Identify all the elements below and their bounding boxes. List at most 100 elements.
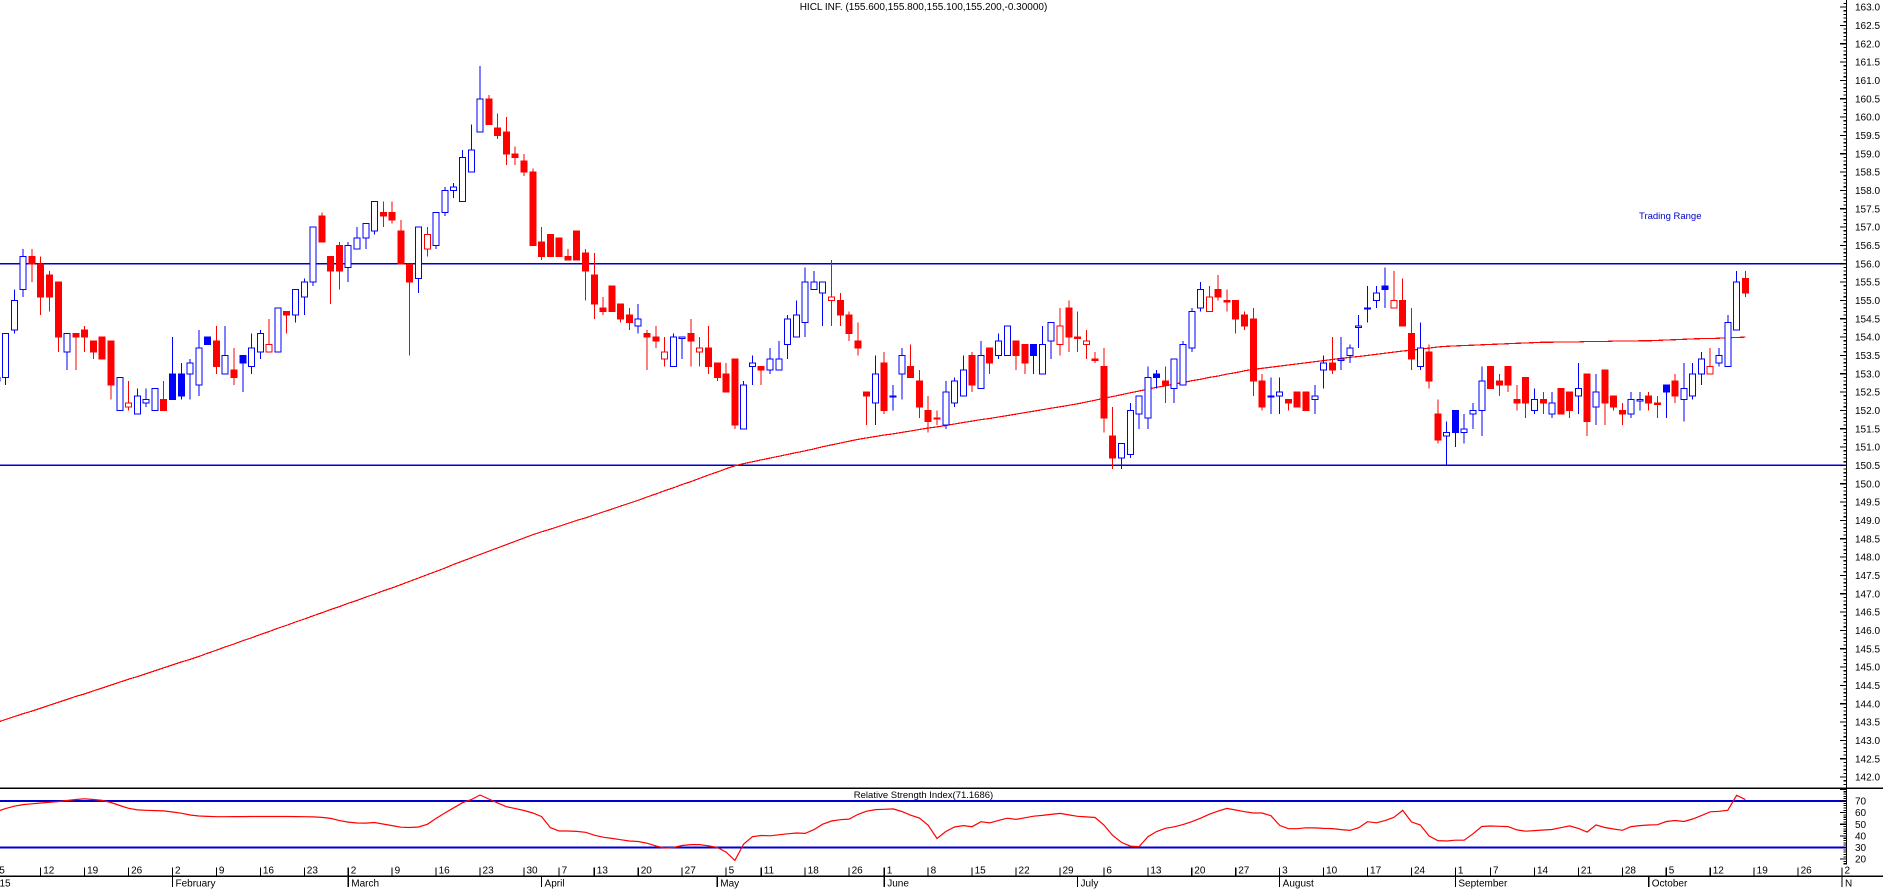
week-tick-label: 19 <box>87 866 99 877</box>
candle-body <box>415 226 423 279</box>
candle-body <box>1636 398 1644 402</box>
candle <box>1293 391 1301 408</box>
candle <box>415 226 423 294</box>
candle-body <box>1021 343 1029 364</box>
candle-body <box>485 98 493 125</box>
candle <box>1153 370 1161 389</box>
candle <box>458 150 466 202</box>
candle <box>1390 271 1398 309</box>
candle-body <box>274 307 282 353</box>
candle-body <box>371 200 379 232</box>
candle-body <box>1416 347 1424 367</box>
candle-body <box>1557 387 1565 415</box>
price-axis-label: 158.5 <box>1855 168 1880 179</box>
price-axis-label: 157.5 <box>1855 204 1880 215</box>
candle <box>1100 348 1108 433</box>
chart-title: HICL INF. (155.600,155.800,155.100,155.2… <box>799 2 1048 13</box>
candle <box>757 365 765 385</box>
candle-body <box>476 98 484 133</box>
candle <box>1539 392 1547 415</box>
candle-body <box>968 354 976 386</box>
price-axis-label: 149.0 <box>1855 516 1880 527</box>
candle <box>151 387 159 411</box>
candle-body <box>828 296 836 301</box>
candle <box>265 318 273 353</box>
candle-body <box>951 380 959 404</box>
candle <box>845 311 853 341</box>
price-axis-label: 148.5 <box>1855 534 1880 545</box>
candle-body <box>1249 318 1257 382</box>
week-tick-label: 23 <box>483 866 495 877</box>
candle-body <box>810 281 818 290</box>
candle-body <box>1030 343 1038 356</box>
candle <box>740 381 748 430</box>
candle <box>1557 387 1565 415</box>
price-pane[interactable] <box>0 0 1847 789</box>
week-tick-label: 5 <box>0 866 5 877</box>
candle <box>951 377 959 407</box>
candle-body <box>54 281 62 338</box>
candle <box>485 95 493 125</box>
candle-body <box>757 365 765 371</box>
candle-body <box>740 384 748 430</box>
candle <box>388 201 396 224</box>
candle <box>1443 421 1451 466</box>
candle <box>1258 373 1266 411</box>
candle-body <box>687 332 695 342</box>
candle <box>256 329 264 360</box>
candle-body <box>590 274 598 305</box>
candle <box>696 337 704 367</box>
candle-body <box>169 373 176 400</box>
candle-body <box>1074 336 1082 340</box>
week-tick-label: 28 <box>1625 866 1637 877</box>
price-axis-label: 142.5 <box>1855 754 1880 765</box>
candle-body <box>1390 299 1398 309</box>
candle-body <box>327 255 335 272</box>
price-axis-label: 155.0 <box>1855 296 1880 307</box>
week-tick-label: 26 <box>852 866 864 877</box>
candle-body <box>564 255 572 261</box>
rsi-axis-label: 60 <box>1855 808 1867 819</box>
candle <box>1144 366 1152 429</box>
month-labels: 2015 February March April May June July August S… <box>0 879 1852 889</box>
candle <box>608 285 616 312</box>
price-axis-label: 161.5 <box>1855 58 1880 69</box>
candle-body <box>924 409 932 422</box>
candle <box>28 249 36 283</box>
week-tick-label: 10 <box>1326 866 1338 877</box>
candle-body <box>1047 321 1055 342</box>
week-tick-label: 27 <box>1238 866 1250 877</box>
candle-body <box>1574 387 1582 397</box>
candle <box>1434 399 1442 444</box>
candle-body <box>458 156 466 202</box>
candle <box>379 201 387 228</box>
candle-body <box>300 281 308 298</box>
week-tick-label: 27 <box>685 866 697 877</box>
candle-body <box>186 362 194 375</box>
candle-body <box>1284 398 1292 404</box>
candle <box>1197 282 1205 312</box>
candle <box>1355 315 1363 349</box>
price-axis-label: 146.5 <box>1855 608 1880 619</box>
candle-body <box>63 332 71 353</box>
candle-body <box>775 358 783 371</box>
week-tick-label: 15 <box>975 866 987 877</box>
week-tick-label: 8 <box>931 866 937 877</box>
candle-body <box>581 252 589 272</box>
price-axis-label: 163.0 <box>1855 3 1880 14</box>
week-tick-label: 22 <box>1019 866 1031 877</box>
price-axis-label: 156.5 <box>1855 241 1880 252</box>
candle <box>1530 388 1538 415</box>
candle <box>239 354 247 393</box>
candle-body <box>1258 380 1266 408</box>
candle-body <box>608 285 616 312</box>
candle <box>1680 362 1688 422</box>
week-tick-label: 18 <box>808 866 820 877</box>
candle <box>652 326 660 349</box>
candle <box>1636 392 1644 411</box>
candle <box>327 255 335 305</box>
candle-body <box>1346 347 1354 356</box>
candle <box>1583 373 1591 437</box>
candle-body <box>212 340 220 367</box>
